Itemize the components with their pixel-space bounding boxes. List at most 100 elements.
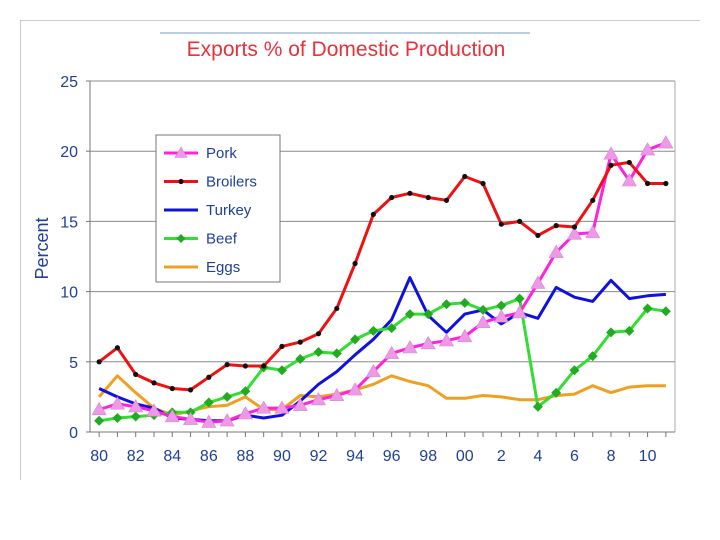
- beef-point-1990: [276, 365, 287, 376]
- legend-entry-beef: Beef: [164, 231, 238, 248]
- broilers-point-2004: [535, 232, 541, 239]
- broilers-point-2011: [663, 180, 669, 187]
- broilers-point-2009: [626, 159, 632, 166]
- legend-entry-pork: Pork: [164, 145, 237, 162]
- pork-point-2001: [475, 314, 491, 329]
- legend: Pork Broilers Turkey Beef Eggs: [155, 134, 281, 283]
- broilers-point-1983: [151, 380, 157, 386]
- pork-point-1987: [219, 413, 235, 427]
- beef-point-1980: [94, 415, 105, 426]
- beef-point-1988: [240, 386, 251, 397]
- legend-label-turkey: Turkey: [206, 202, 252, 219]
- exports-line-chart: Exports % of Domestic Production 0 5 10 15 2…: [20, 20, 700, 480]
- pork-point-1985: [183, 411, 199, 425]
- broilers-point-1993: [334, 305, 340, 312]
- y-tick-label-10: 10: [60, 285, 78, 302]
- x-tick-label-2002: 2: [497, 448, 506, 465]
- y-tick-label-15: 15: [60, 214, 78, 231]
- legend-marker-beef: [176, 234, 186, 243]
- broilers-point-1998: [425, 194, 431, 201]
- broilers-point-1999: [443, 197, 450, 203]
- series-beef: [94, 293, 671, 426]
- broilers-point-1996: [389, 194, 395, 201]
- legend-label-pork: Pork: [206, 145, 237, 162]
- y-tick-label-0: 0: [69, 425, 78, 442]
- pork-point-1990: [274, 400, 290, 414]
- y-tick-label-20: 20: [60, 144, 78, 161]
- broilers-point-2000: [462, 173, 468, 180]
- broilers-point-2001: [480, 180, 486, 187]
- pork-point-2005: [548, 244, 564, 258]
- broilers-point-1988: [242, 363, 248, 369]
- legend-label-eggs: Eggs: [206, 259, 240, 276]
- broilers-point-1980: [96, 359, 102, 365]
- pork-point-1997: [402, 340, 418, 354]
- pork-point-2004: [530, 275, 546, 289]
- x-tick-label-2000: 00: [456, 448, 474, 465]
- broilers-point-1990: [279, 343, 285, 349]
- axis-layer: 0 5 10 15 20 25 80 82 84 86 88 90 92 94 96 98 00 2 4 6 8 10: [60, 74, 676, 465]
- pork-point-1999: [438, 333, 455, 347]
- x-tick-label-1986: 86: [200, 448, 218, 465]
- x-tick-label-2004: 4: [533, 448, 542, 465]
- beef-point-2003: [514, 293, 525, 304]
- beef-point-1986: [203, 397, 214, 408]
- beef-point-1996: [386, 323, 397, 334]
- broilers-point-1992: [315, 331, 322, 337]
- beef-point-2006: [569, 365, 580, 376]
- beef-point-2007: [587, 351, 598, 362]
- x-tick-label-1990: 90: [273, 448, 291, 465]
- broilers-line: [98, 160, 666, 392]
- broilers-point-2006: [571, 224, 578, 230]
- legend-marker-broilers: [178, 178, 184, 185]
- broilers-point-2008: [608, 162, 614, 168]
- broilers-point-1994: [352, 260, 358, 267]
- pork-point-2002: [493, 309, 509, 323]
- beef-point-2000: [459, 297, 470, 308]
- chart-title: Exports % of Domestic Production: [187, 38, 506, 61]
- series-turkey: [98, 276, 667, 423]
- x-tick-label-1988: 88: [236, 448, 254, 465]
- pork-point-1991: [292, 397, 308, 411]
- y-tick-label-5: 5: [69, 355, 78, 372]
- beef-point-1992: [313, 346, 324, 357]
- x-tick-label-1984: 84: [163, 448, 181, 465]
- broilers-point-1997: [407, 190, 413, 196]
- pork-point-1983: [146, 403, 162, 417]
- beef-point-1982: [130, 411, 141, 422]
- beef-point-1997: [404, 309, 415, 320]
- broilers-point-2010: [644, 180, 651, 187]
- broilers-point-1987: [224, 362, 230, 368]
- beef-point-1993: [331, 348, 342, 359]
- series-broilers: [96, 159, 669, 393]
- x-tick-label-1992: 92: [310, 448, 328, 465]
- broilers-point-1989: [261, 363, 267, 369]
- legend-label-broilers: Broilers: [206, 174, 257, 191]
- legend-entry-broilers: Broilers: [164, 174, 257, 191]
- beef-point-1987: [222, 391, 233, 402]
- broilers-point-1995: [370, 211, 376, 217]
- broilers-point-2002: [498, 221, 504, 227]
- pork-point-1995: [365, 364, 381, 378]
- legend-marker-pork: [174, 146, 188, 158]
- broilers-point-1985: [187, 387, 194, 393]
- pork-point-1996: [384, 345, 400, 359]
- beef-point-2002: [496, 300, 507, 311]
- pork-point-2003: [512, 305, 528, 319]
- broilers-point-2003: [517, 218, 523, 224]
- slide-frame: Exports % of Domestic Production 0 5 10 15 2…: [20, 20, 700, 480]
- beef-point-1994: [350, 334, 361, 345]
- broilers-point-2007: [590, 197, 596, 203]
- pork-point-2006: [566, 226, 582, 240]
- pork-point-2000: [457, 328, 473, 343]
- beef-point-1981: [112, 412, 123, 423]
- x-tick-label-1994: 94: [346, 448, 364, 465]
- pork-point-2011: [658, 135, 674, 149]
- x-tick-label-1998: 98: [419, 448, 437, 465]
- x-tick-label-1996: 96: [383, 448, 401, 465]
- pork-point-1981: [109, 396, 125, 410]
- beef-point-1998: [423, 309, 434, 320]
- eggs-line: [97, 374, 666, 417]
- pork-point-1984: [164, 408, 180, 423]
- beef-point-2010: [642, 303, 653, 314]
